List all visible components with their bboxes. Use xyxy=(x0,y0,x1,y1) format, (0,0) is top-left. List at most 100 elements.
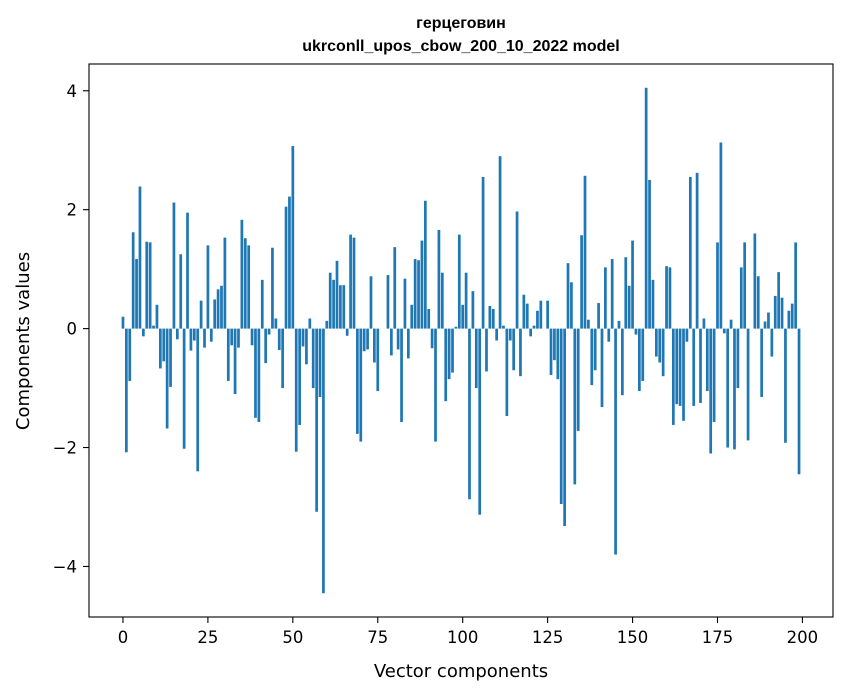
bar xyxy=(468,328,471,500)
bar xyxy=(631,240,634,329)
bar xyxy=(189,328,193,351)
bar xyxy=(233,328,237,395)
bar xyxy=(155,304,159,329)
bar xyxy=(315,328,318,512)
chart-subtitle: ukrconll_upos_cbow_200_10_2022 model xyxy=(302,38,619,55)
bar xyxy=(491,308,495,329)
bar xyxy=(614,328,617,555)
x-tick-label: 200 xyxy=(787,628,819,647)
bar xyxy=(559,328,563,505)
bar xyxy=(175,328,179,340)
bar xyxy=(733,328,736,450)
bar xyxy=(434,328,437,442)
bar xyxy=(417,260,420,329)
x-tick-label: 50 xyxy=(282,628,303,647)
bar xyxy=(621,328,624,396)
bar xyxy=(199,300,203,329)
bars-group xyxy=(121,87,801,594)
bar xyxy=(729,319,733,329)
bar xyxy=(536,310,539,329)
bar xyxy=(760,328,764,397)
bar xyxy=(152,325,155,329)
bar xyxy=(736,328,740,389)
bar xyxy=(607,328,611,342)
bar xyxy=(763,321,767,329)
bar xyxy=(474,328,478,389)
bar xyxy=(457,234,461,329)
bar xyxy=(451,328,454,373)
bar xyxy=(325,320,329,329)
bar xyxy=(576,328,580,431)
bar xyxy=(260,279,264,329)
bar xyxy=(471,291,475,329)
bar xyxy=(661,328,665,377)
y-axis-label: Components values xyxy=(13,252,34,430)
bar xyxy=(440,272,444,329)
bar xyxy=(182,328,186,449)
bar xyxy=(444,328,448,402)
bar xyxy=(209,328,213,342)
bar xyxy=(145,241,149,329)
bar xyxy=(699,328,702,403)
bar xyxy=(770,328,774,357)
bar xyxy=(539,300,543,329)
bar xyxy=(726,328,730,448)
bar xyxy=(716,242,719,329)
bar xyxy=(498,156,502,329)
bar xyxy=(267,328,271,335)
bar xyxy=(549,328,553,375)
bar xyxy=(342,285,346,329)
bar xyxy=(226,328,230,381)
bar xyxy=(430,328,434,349)
bar xyxy=(162,328,166,362)
bar xyxy=(722,328,726,334)
bar xyxy=(784,328,787,443)
bar xyxy=(264,328,268,364)
bar xyxy=(308,318,312,329)
x-axis-label: Vector components xyxy=(374,661,548,682)
bar xyxy=(277,328,281,351)
bar xyxy=(427,308,431,329)
x-tick-label: 175 xyxy=(702,628,734,647)
bar xyxy=(705,328,709,392)
y-axis-ticks: −4 −2 0 2 4 xyxy=(53,82,89,576)
y-tick-label: −2 xyxy=(53,439,77,458)
bar xyxy=(318,328,322,397)
bar xyxy=(403,278,407,329)
bar xyxy=(702,318,706,329)
bar xyxy=(447,328,451,380)
bar xyxy=(627,285,631,329)
bar xyxy=(406,328,410,359)
bar xyxy=(352,237,356,329)
bar xyxy=(366,328,369,350)
bar xyxy=(237,328,240,348)
bar xyxy=(257,328,261,422)
bar xyxy=(634,328,638,335)
bar xyxy=(688,176,692,329)
bar xyxy=(396,328,400,350)
bar xyxy=(281,328,284,389)
bar xyxy=(192,328,196,341)
x-tick-label: 0 xyxy=(118,628,129,647)
bar xyxy=(138,186,142,329)
bar xyxy=(437,229,441,329)
bar xyxy=(165,328,169,429)
bar xyxy=(780,297,784,329)
bar xyxy=(685,328,689,342)
bar xyxy=(743,242,747,329)
bar xyxy=(376,328,380,392)
bar xyxy=(478,328,482,515)
bar xyxy=(203,328,206,348)
x-tick-label: 75 xyxy=(367,628,388,647)
bar xyxy=(390,328,393,356)
bar xyxy=(654,328,658,357)
bar xyxy=(505,328,509,417)
bar xyxy=(400,328,403,422)
bar xyxy=(695,172,699,329)
bar xyxy=(777,272,780,329)
bar xyxy=(495,328,499,341)
bar xyxy=(638,328,641,392)
bar xyxy=(790,303,794,329)
bar xyxy=(243,238,247,329)
